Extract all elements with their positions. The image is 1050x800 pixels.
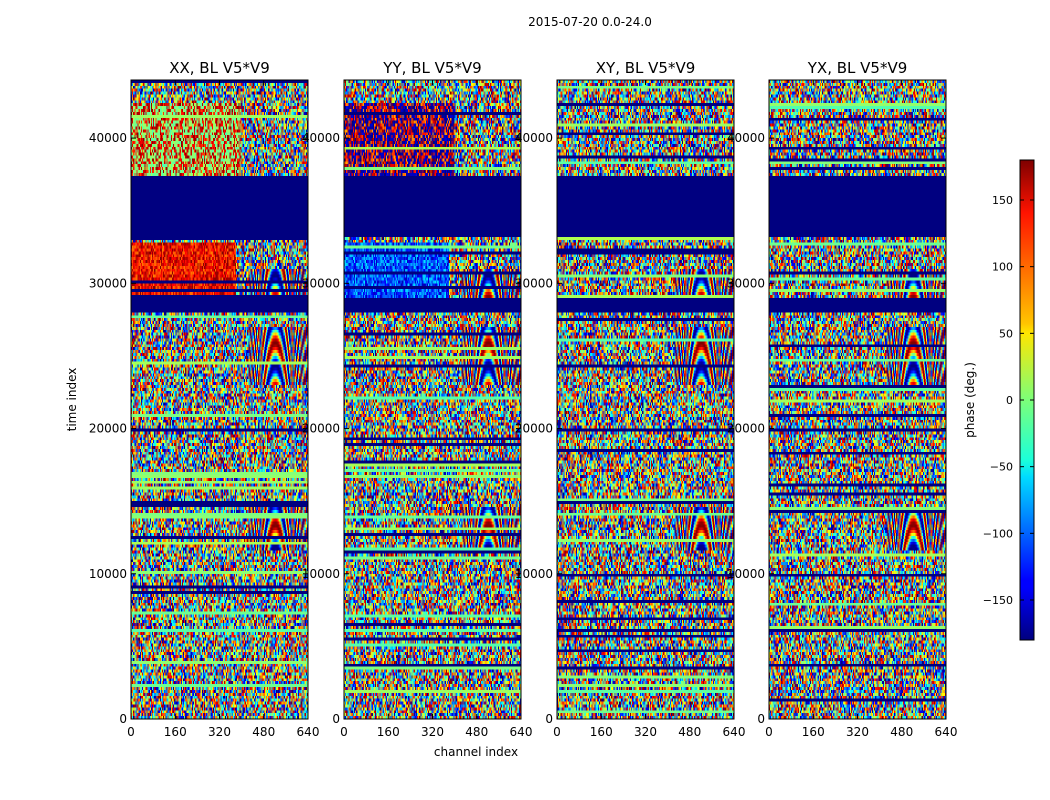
x-tick-label: 0 [340, 725, 348, 739]
y-tick-label: 10000 [727, 567, 765, 581]
y-tick-label: 20000 [727, 422, 765, 436]
heatmap-image [344, 80, 521, 719]
y-tick-label: 20000 [302, 422, 340, 436]
x-tick-label: 160 [377, 725, 400, 739]
heatmap-image [769, 80, 946, 719]
colorbar: 150 100 50 0 −50 −100 −150 phase (deg.) [963, 159, 1035, 641]
y-tick-label: 30000 [515, 276, 553, 290]
y-tick-label: 10000 [302, 567, 340, 581]
colorbar-tick-label: −150 [983, 594, 1013, 607]
y-tick-label: 30000 [727, 276, 765, 290]
y-tick-label: 20000 [89, 422, 127, 436]
x-tick-label: 640 [297, 725, 320, 739]
colorbar-ticks: 150 100 50 0 −50 −100 −150 [983, 194, 1034, 607]
panel-title: YX, BL V5*V9 [807, 59, 908, 77]
panel-xx: XX, BL V5*V9 0 160 320 480 640 0 10000 20000 3000… [65, 59, 319, 739]
y-tick-label: 20000 [515, 422, 553, 436]
y-tick-label: 30000 [302, 276, 340, 290]
panel-yx: YX, BL V5*V9 0 160 320 480 640 0 10000 20000 3000… [727, 59, 958, 739]
x-tick-label: 160 [164, 725, 187, 739]
x-tick-label: 320 [208, 725, 231, 739]
x-tick-label: 480 [890, 725, 913, 739]
panel-title: YY, BL V5*V9 [382, 59, 481, 77]
panel-xy: XY, BL V5*V9 0 160 320 480 640 0 10000 20000 3000… [515, 59, 746, 739]
colorbar-tick-label: 150 [992, 194, 1013, 207]
colorbar-tick-label: −100 [983, 527, 1013, 540]
y-tick-label: 10000 [515, 567, 553, 581]
colorbar-tick-label: 100 [992, 261, 1013, 274]
y-tick-label: 40000 [727, 131, 765, 145]
x-tick-label: 480 [465, 725, 488, 739]
heatmap-image [131, 80, 308, 719]
y-tick-label: 0 [119, 712, 127, 726]
x-tick-label: 640 [510, 725, 533, 739]
y-axis-label: time index [65, 368, 79, 432]
x-axis-label: channel index [434, 745, 518, 759]
y-tick-label: 10000 [89, 567, 127, 581]
colorbar-tick-label: −50 [990, 461, 1013, 474]
x-tick-label: 0 [127, 725, 135, 739]
x-tick-label: 0 [765, 725, 773, 739]
y-tick-label: 40000 [515, 131, 553, 145]
x-tick-label: 160 [590, 725, 613, 739]
panels: XX, BL V5*V9 0 160 320 480 640 0 10000 20000 3000… [65, 59, 957, 759]
panel-title: XX, BL V5*V9 [169, 59, 270, 77]
colorbar-tick-label: 50 [999, 327, 1013, 340]
x-tick-label: 640 [723, 725, 746, 739]
heatmap-image [557, 80, 734, 719]
y-tick-label: 0 [545, 712, 553, 726]
x-tick-label: 320 [421, 725, 444, 739]
x-tick-label: 160 [802, 725, 825, 739]
x-tick-label: 480 [678, 725, 701, 739]
y-tick-label: 0 [332, 712, 340, 726]
figure-title: 2015-07-20 0.0-24.0 [528, 15, 652, 29]
colorbar-tick-label: 0 [1006, 394, 1013, 407]
y-tick-label: 40000 [302, 131, 340, 145]
y-tick-label: 40000 [89, 131, 127, 145]
x-tick-label: 480 [252, 725, 275, 739]
x-tick-label: 320 [634, 725, 657, 739]
panel-yy: YY, BL V5*V9 0 160 320 480 640 0 10000 20000 3000… [302, 59, 533, 759]
y-tick-label: 30000 [89, 276, 127, 290]
y-tick-label: 0 [757, 712, 765, 726]
x-tick-label: 640 [935, 725, 958, 739]
colorbar-label: phase (deg.) [963, 362, 977, 438]
x-tick-label: 0 [553, 725, 561, 739]
panel-title: XY, BL V5*V9 [596, 59, 696, 77]
x-tick-label: 320 [846, 725, 869, 739]
